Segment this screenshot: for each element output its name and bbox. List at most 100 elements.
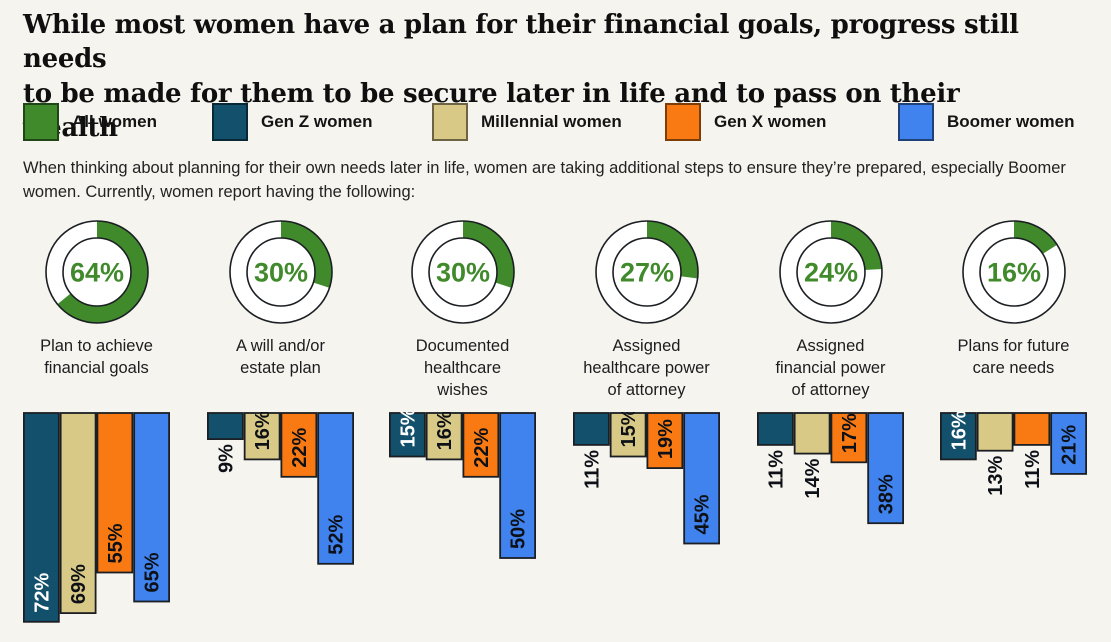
- bar-value-label: 16%: [434, 412, 456, 450]
- bar-chart-svg: 11% 14% 17% 38%: [756, 412, 905, 525]
- bar-value-label: 17%: [839, 413, 861, 453]
- bar-chart: 15% 16% 22% 50%: [388, 407, 537, 642]
- chart-caption: Plans for future care needs: [957, 337, 1070, 377]
- bar-value-label: 72%: [31, 573, 53, 613]
- bar-boomer-women: [499, 412, 537, 559]
- bar-gen-z-women: [388, 412, 426, 458]
- bar-value-label: 38%: [876, 474, 898, 514]
- donut-svg: 16%: [962, 220, 1066, 324]
- bar-chart-svg: 9% 16% 22% 52%: [206, 410, 355, 565]
- bar-millennial-women: [59, 412, 97, 615]
- legend-item-millennial: Millennial women: [432, 102, 622, 142]
- bar-chart-svg: 15% 16% 22% 50%: [388, 407, 537, 559]
- donut-chart: 24%: [775, 216, 887, 328]
- bar-chart: 16% 13% 11% 21%: [939, 410, 1088, 642]
- bar-gen-z-women: [756, 412, 794, 446]
- bar-chart-svg: 16% 13% 11% 21%: [939, 410, 1088, 496]
- donut-percentage: 30%: [436, 258, 490, 288]
- bar-value-label: 15%: [618, 412, 640, 448]
- donut-chart: 30%: [407, 216, 519, 328]
- bar-value-label: 11%: [1022, 450, 1044, 489]
- bar-gen-z-women: [22, 412, 60, 623]
- intro-text: When thinking about planning for their o…: [23, 159, 1066, 201]
- bar-value-label: 14%: [802, 458, 824, 498]
- bar-millennial-women: [976, 412, 1014, 452]
- bar-chart: 72% 69% 55% 65%: [22, 412, 171, 642]
- bar-gen-z-women: [206, 412, 244, 441]
- bar-chart-svg: 11% 15% 19% 45%: [572, 407, 721, 545]
- bar-gen-x-women: [462, 412, 500, 478]
- chart-group: 27% Assigned healthcare power of attorney…: [572, 216, 721, 642]
- legend-label: All women: [72, 112, 158, 131]
- bar-millennial-women: [425, 412, 463, 461]
- bar-chart: 11% 15% 19% 45%: [572, 407, 721, 642]
- bar-chart: 11% 14% 17% 38%: [756, 412, 905, 642]
- donut-arc-all-women: [595, 220, 699, 324]
- bar-value-label: 11%: [765, 450, 787, 489]
- donut-percentage: 24%: [804, 258, 858, 288]
- bar-gen-z-women: [939, 412, 977, 461]
- bar-value-label: 52%: [326, 515, 348, 555]
- chart-caption: Documented healthcare wishes: [415, 337, 510, 399]
- bar-value-label: 69%: [68, 564, 90, 604]
- donut-svg: 27%: [595, 220, 699, 324]
- bar-boomer-women: [1050, 412, 1088, 475]
- donut-percentage: 27%: [620, 258, 674, 288]
- bar-millennial-women: [243, 412, 281, 461]
- donut-arc-all-women: [45, 220, 149, 324]
- donut-chart: 30%: [225, 216, 337, 328]
- chart-caption: Plan to achieve financial goals: [40, 337, 153, 377]
- chart-caption: A will and/or estate plan: [236, 337, 325, 377]
- donut-arc-all-women: [229, 220, 333, 324]
- gen-z-swatch: [212, 103, 248, 141]
- donut-arc-all-women: [779, 220, 883, 324]
- chart-caption: Assigned financial power of attorney: [775, 337, 886, 399]
- bar-value-label: 15%: [397, 412, 419, 448]
- bar-gen-z-women: [572, 412, 610, 446]
- chart-group: 30% Documented healthcare wishes 15% 16% 22%…: [388, 216, 537, 642]
- legend-label: Gen Z women: [261, 112, 373, 131]
- chart-group: 16% Plans for future care needs 16% 13% 11% 2…: [939, 216, 1088, 642]
- chart-group: 30% A will and/or estate plan 9% 16% 22% 52%: [206, 216, 355, 642]
- bar-value-label: 11%: [581, 450, 603, 489]
- bar-value-label: 16%: [252, 412, 274, 450]
- chart-group: 64% Plan to achieve financial goals 72% 69%…: [22, 216, 171, 642]
- legend-label: Boomer women: [947, 112, 1075, 131]
- chart-caption: Assigned healthcare power of attorney: [583, 337, 710, 399]
- legend-item-gen-z: Gen Z women: [212, 102, 372, 142]
- donut-svg: 64%: [45, 220, 149, 324]
- donut-svg: 30%: [229, 220, 333, 324]
- bar-value-label: 16%: [948, 412, 970, 450]
- legend-label: Millennial women: [481, 112, 622, 131]
- chart-group: 24% Assigned financial power of attorney 1…: [756, 216, 905, 642]
- donut-percentage: 16%: [987, 258, 1041, 288]
- legend-label: Gen X women: [714, 112, 827, 131]
- donut-chart: 27%: [591, 216, 703, 328]
- boomer-swatch: [898, 103, 934, 141]
- legend: All women Gen Z women Millennial women G…: [0, 102, 1111, 144]
- donut-chart: 64%: [41, 216, 153, 328]
- bar-boomer-women: [867, 412, 905, 525]
- bar-millennial-women: [609, 412, 647, 458]
- bar-value-label: 9%: [215, 444, 237, 473]
- donut-svg: 30%: [411, 220, 515, 324]
- bar-value-label: 45%: [692, 494, 714, 534]
- bar-value-label: 22%: [289, 428, 311, 468]
- bar-gen-x-women: [646, 412, 684, 469]
- bar-millennial-women: [793, 412, 831, 455]
- bar-boomer-women: [133, 412, 171, 603]
- bar-boomer-women: [683, 412, 721, 545]
- bar-value-label: 21%: [1059, 425, 1081, 465]
- bar-gen-x-women: [96, 412, 134, 574]
- charts-area: 64% Plan to achieve financial goals 72% 69%…: [0, 216, 1111, 642]
- donut-chart: 16%: [958, 216, 1070, 328]
- bar-value-label: 55%: [105, 523, 127, 563]
- bar-value-label: 22%: [471, 428, 493, 468]
- bar-value-label: 65%: [142, 552, 164, 592]
- bar-value-label: 50%: [508, 509, 530, 549]
- donut-percentage: 64%: [70, 258, 124, 288]
- bar-gen-x-women: [1013, 412, 1051, 446]
- bar-value-label: 19%: [655, 419, 677, 459]
- donut-percentage: 30%: [254, 258, 308, 288]
